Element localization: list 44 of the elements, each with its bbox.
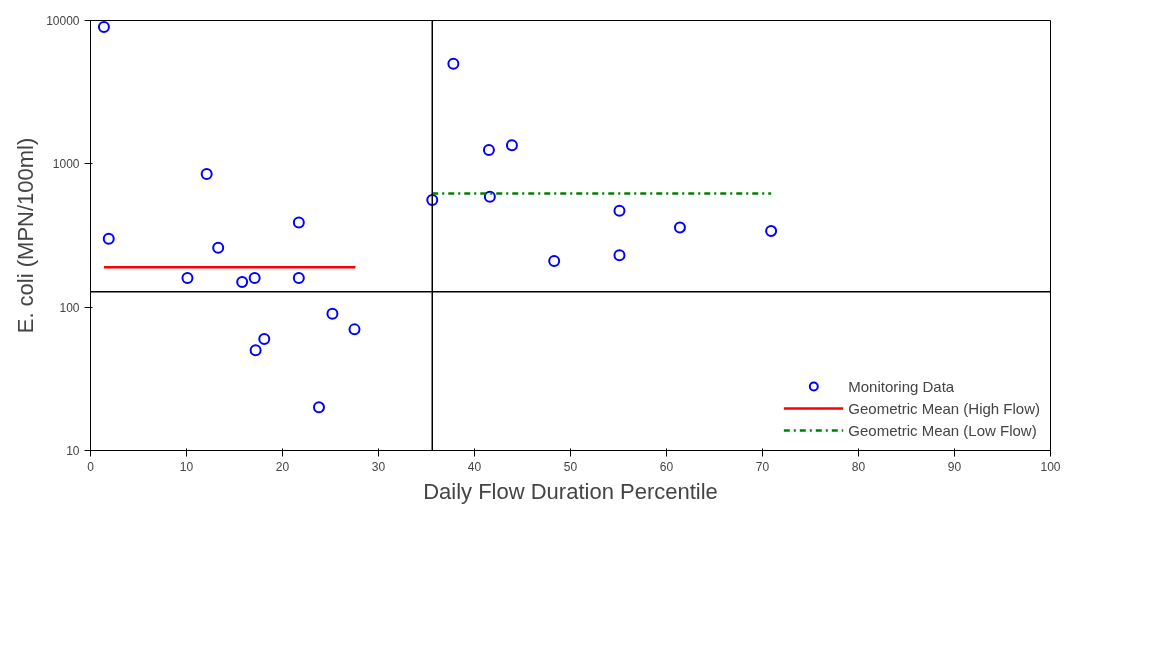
x-tick-label: 70 bbox=[755, 459, 770, 474]
point bbox=[548, 254, 561, 267]
x-tick-label: 30 bbox=[371, 459, 386, 474]
x-tick-label: 60 bbox=[659, 459, 674, 474]
legend-label: Monitoring Data bbox=[848, 377, 955, 395]
y-tick-label: 1000 bbox=[52, 157, 80, 172]
x-tick-label: 90 bbox=[947, 459, 962, 474]
point bbox=[212, 241, 225, 254]
point bbox=[102, 232, 115, 245]
point bbox=[236, 275, 249, 288]
point bbox=[613, 204, 626, 217]
point bbox=[348, 323, 361, 336]
legend-label: Geometric Mean (High Flow) bbox=[848, 399, 1040, 417]
x-tick-label: 0 bbox=[87, 459, 95, 474]
point bbox=[447, 57, 460, 70]
y-tick-label: 10000 bbox=[46, 14, 80, 28]
point bbox=[483, 190, 496, 203]
x-tick-label: 80 bbox=[851, 459, 866, 474]
point bbox=[200, 167, 213, 180]
x-tick-label: 20 bbox=[275, 459, 290, 474]
point bbox=[292, 271, 305, 284]
point bbox=[97, 21, 110, 34]
point bbox=[673, 221, 686, 234]
y-axis-title: E. coli (MPN/100ml) bbox=[13, 137, 39, 334]
x-axis-title: Daily Flow Duration Percentile bbox=[423, 478, 718, 504]
point bbox=[613, 249, 626, 262]
point bbox=[258, 332, 271, 345]
x-tick-label: 10 bbox=[179, 459, 194, 474]
point bbox=[249, 344, 262, 357]
point bbox=[426, 193, 439, 206]
point bbox=[248, 271, 261, 284]
x-tick-label: 50 bbox=[563, 459, 578, 474]
y-tick-label: 10 bbox=[66, 444, 80, 458]
point bbox=[312, 401, 325, 414]
x-tick-label: 100 bbox=[1040, 459, 1061, 474]
point bbox=[765, 225, 778, 237]
point bbox=[292, 216, 305, 229]
point bbox=[181, 271, 194, 284]
x-tick-label: 40 bbox=[467, 459, 482, 474]
point bbox=[326, 307, 339, 320]
point bbox=[482, 143, 495, 156]
point bbox=[505, 139, 518, 152]
y-tick-label: 100 bbox=[59, 300, 80, 315]
legend-label: Geometric Mean (Low Flow) bbox=[848, 421, 1037, 439]
